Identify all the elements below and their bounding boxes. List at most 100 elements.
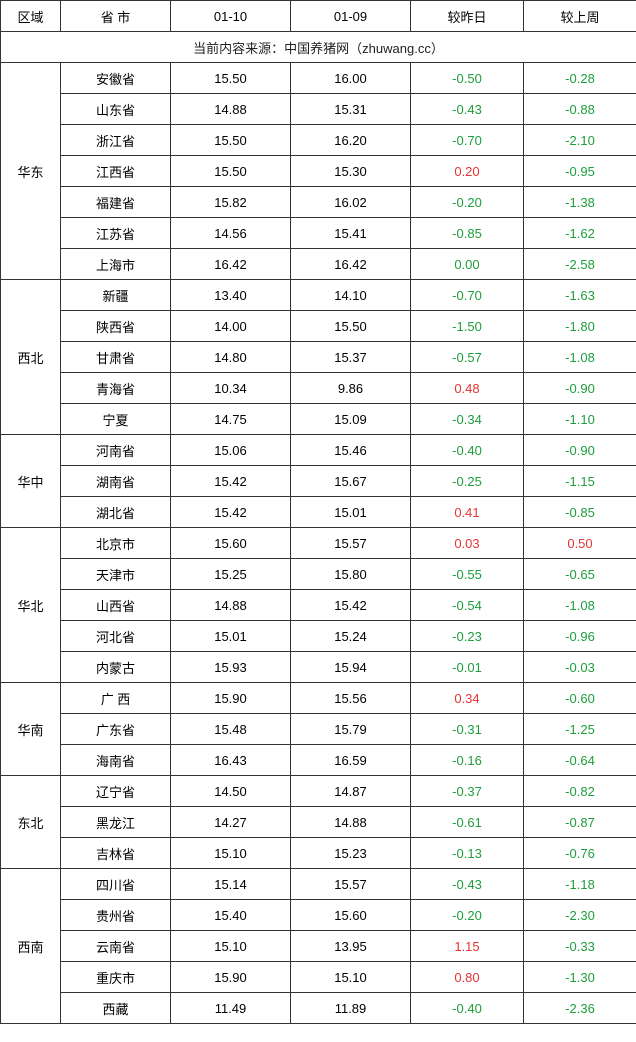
value-vs-yesterday: -0.25	[411, 466, 524, 497]
value-date1: 15.90	[171, 962, 291, 993]
value-date2: 15.37	[291, 342, 411, 373]
value-vs-yesterday: -0.50	[411, 63, 524, 94]
value-date2: 15.94	[291, 652, 411, 683]
table-row: 重庆市15.9015.100.80-1.30	[1, 962, 636, 993]
value-vs-yesterday: 0.48	[411, 373, 524, 404]
table-row: 青海省10.349.860.48-0.90	[1, 373, 636, 404]
province-cell: 云南省	[61, 931, 171, 962]
value-date2: 15.60	[291, 900, 411, 931]
table-row: 甘肃省14.8015.37-0.57-1.08	[1, 342, 636, 373]
source-text: 当前内容来源：中国养猪网（zhuwang.cc）	[1, 32, 636, 63]
value-vs-lastweek: -1.10	[524, 404, 636, 435]
province-cell: 广东省	[61, 714, 171, 745]
value-date2: 14.88	[291, 807, 411, 838]
region-cell: 西北	[1, 280, 61, 435]
value-vs-lastweek: 0.50	[524, 528, 636, 559]
header-date2: 01-09	[291, 1, 411, 32]
value-date1: 14.00	[171, 311, 291, 342]
header-region: 区域	[1, 1, 61, 32]
value-date1: 11.49	[171, 993, 291, 1024]
value-vs-yesterday: 0.80	[411, 962, 524, 993]
province-cell: 贵州省	[61, 900, 171, 931]
value-date1: 15.50	[171, 125, 291, 156]
province-cell: 山东省	[61, 94, 171, 125]
value-date2: 15.57	[291, 869, 411, 900]
value-vs-yesterday: 1.15	[411, 931, 524, 962]
value-date2: 13.95	[291, 931, 411, 962]
value-vs-yesterday: -0.31	[411, 714, 524, 745]
table-row: 上海市16.4216.420.00-2.58	[1, 249, 636, 280]
table-row: 河北省15.0115.24-0.23-0.96	[1, 621, 636, 652]
table-row: 山东省14.8815.31-0.43-0.88	[1, 94, 636, 125]
header-vs-lastweek: 较上周	[524, 1, 636, 32]
value-date1: 16.43	[171, 745, 291, 776]
value-date2: 9.86	[291, 373, 411, 404]
value-vs-lastweek: -0.76	[524, 838, 636, 869]
value-date2: 15.41	[291, 218, 411, 249]
region-cell: 西南	[1, 869, 61, 1024]
value-vs-yesterday: -0.20	[411, 187, 524, 218]
table-row: 宁夏14.7515.09-0.34-1.10	[1, 404, 636, 435]
value-vs-yesterday: -0.43	[411, 94, 524, 125]
value-date1: 15.01	[171, 621, 291, 652]
value-date1: 14.56	[171, 218, 291, 249]
value-date1: 15.42	[171, 466, 291, 497]
value-vs-lastweek: -0.28	[524, 63, 636, 94]
value-vs-yesterday: -0.23	[411, 621, 524, 652]
region-cell: 华中	[1, 435, 61, 528]
province-cell: 浙江省	[61, 125, 171, 156]
province-cell: 北京市	[61, 528, 171, 559]
value-vs-yesterday: -0.34	[411, 404, 524, 435]
value-vs-lastweek: -1.15	[524, 466, 636, 497]
value-vs-lastweek: -0.85	[524, 497, 636, 528]
value-date2: 16.59	[291, 745, 411, 776]
value-date2: 15.50	[291, 311, 411, 342]
value-date1: 15.40	[171, 900, 291, 931]
table-row: 江西省15.5015.300.20-0.95	[1, 156, 636, 187]
value-date2: 11.89	[291, 993, 411, 1024]
value-vs-lastweek: -0.90	[524, 373, 636, 404]
province-cell: 湖北省	[61, 497, 171, 528]
province-cell: 天津市	[61, 559, 171, 590]
table-row: 黑龙江14.2714.88-0.61-0.87	[1, 807, 636, 838]
value-date2: 15.57	[291, 528, 411, 559]
value-date1: 14.88	[171, 94, 291, 125]
value-vs-yesterday: -0.57	[411, 342, 524, 373]
value-vs-lastweek: -0.88	[524, 94, 636, 125]
value-date2: 16.02	[291, 187, 411, 218]
region-cell: 华东	[1, 63, 61, 280]
value-date2: 15.31	[291, 94, 411, 125]
region-cell: 华南	[1, 683, 61, 776]
value-vs-yesterday: -0.20	[411, 900, 524, 931]
value-date2: 15.80	[291, 559, 411, 590]
value-date2: 15.56	[291, 683, 411, 714]
value-vs-yesterday: 0.03	[411, 528, 524, 559]
value-date1: 15.50	[171, 63, 291, 94]
table-row: 西南四川省15.1415.57-0.43-1.18	[1, 869, 636, 900]
value-vs-yesterday: -0.37	[411, 776, 524, 807]
value-date1: 14.27	[171, 807, 291, 838]
province-cell: 河南省	[61, 435, 171, 466]
value-vs-lastweek: -1.38	[524, 187, 636, 218]
value-date2: 15.46	[291, 435, 411, 466]
table-row: 陕西省14.0015.50-1.50-1.80	[1, 311, 636, 342]
value-vs-lastweek: -0.96	[524, 621, 636, 652]
value-date2: 14.10	[291, 280, 411, 311]
value-date1: 15.50	[171, 156, 291, 187]
table-row: 浙江省15.5016.20-0.70-2.10	[1, 125, 636, 156]
province-cell: 山西省	[61, 590, 171, 621]
value-vs-lastweek: -1.08	[524, 342, 636, 373]
value-vs-lastweek: -0.95	[524, 156, 636, 187]
value-vs-yesterday: 0.34	[411, 683, 524, 714]
value-vs-lastweek: -1.08	[524, 590, 636, 621]
table-row: 西藏11.4911.89-0.40-2.36	[1, 993, 636, 1024]
value-vs-lastweek: -1.30	[524, 962, 636, 993]
province-cell: 海南省	[61, 745, 171, 776]
value-date1: 14.75	[171, 404, 291, 435]
value-date1: 15.60	[171, 528, 291, 559]
table-row: 湖南省15.4215.67-0.25-1.15	[1, 466, 636, 497]
value-date2: 16.20	[291, 125, 411, 156]
province-cell: 新疆	[61, 280, 171, 311]
province-cell: 四川省	[61, 869, 171, 900]
source-row: 当前内容来源：中国养猪网（zhuwang.cc）	[1, 32, 636, 63]
